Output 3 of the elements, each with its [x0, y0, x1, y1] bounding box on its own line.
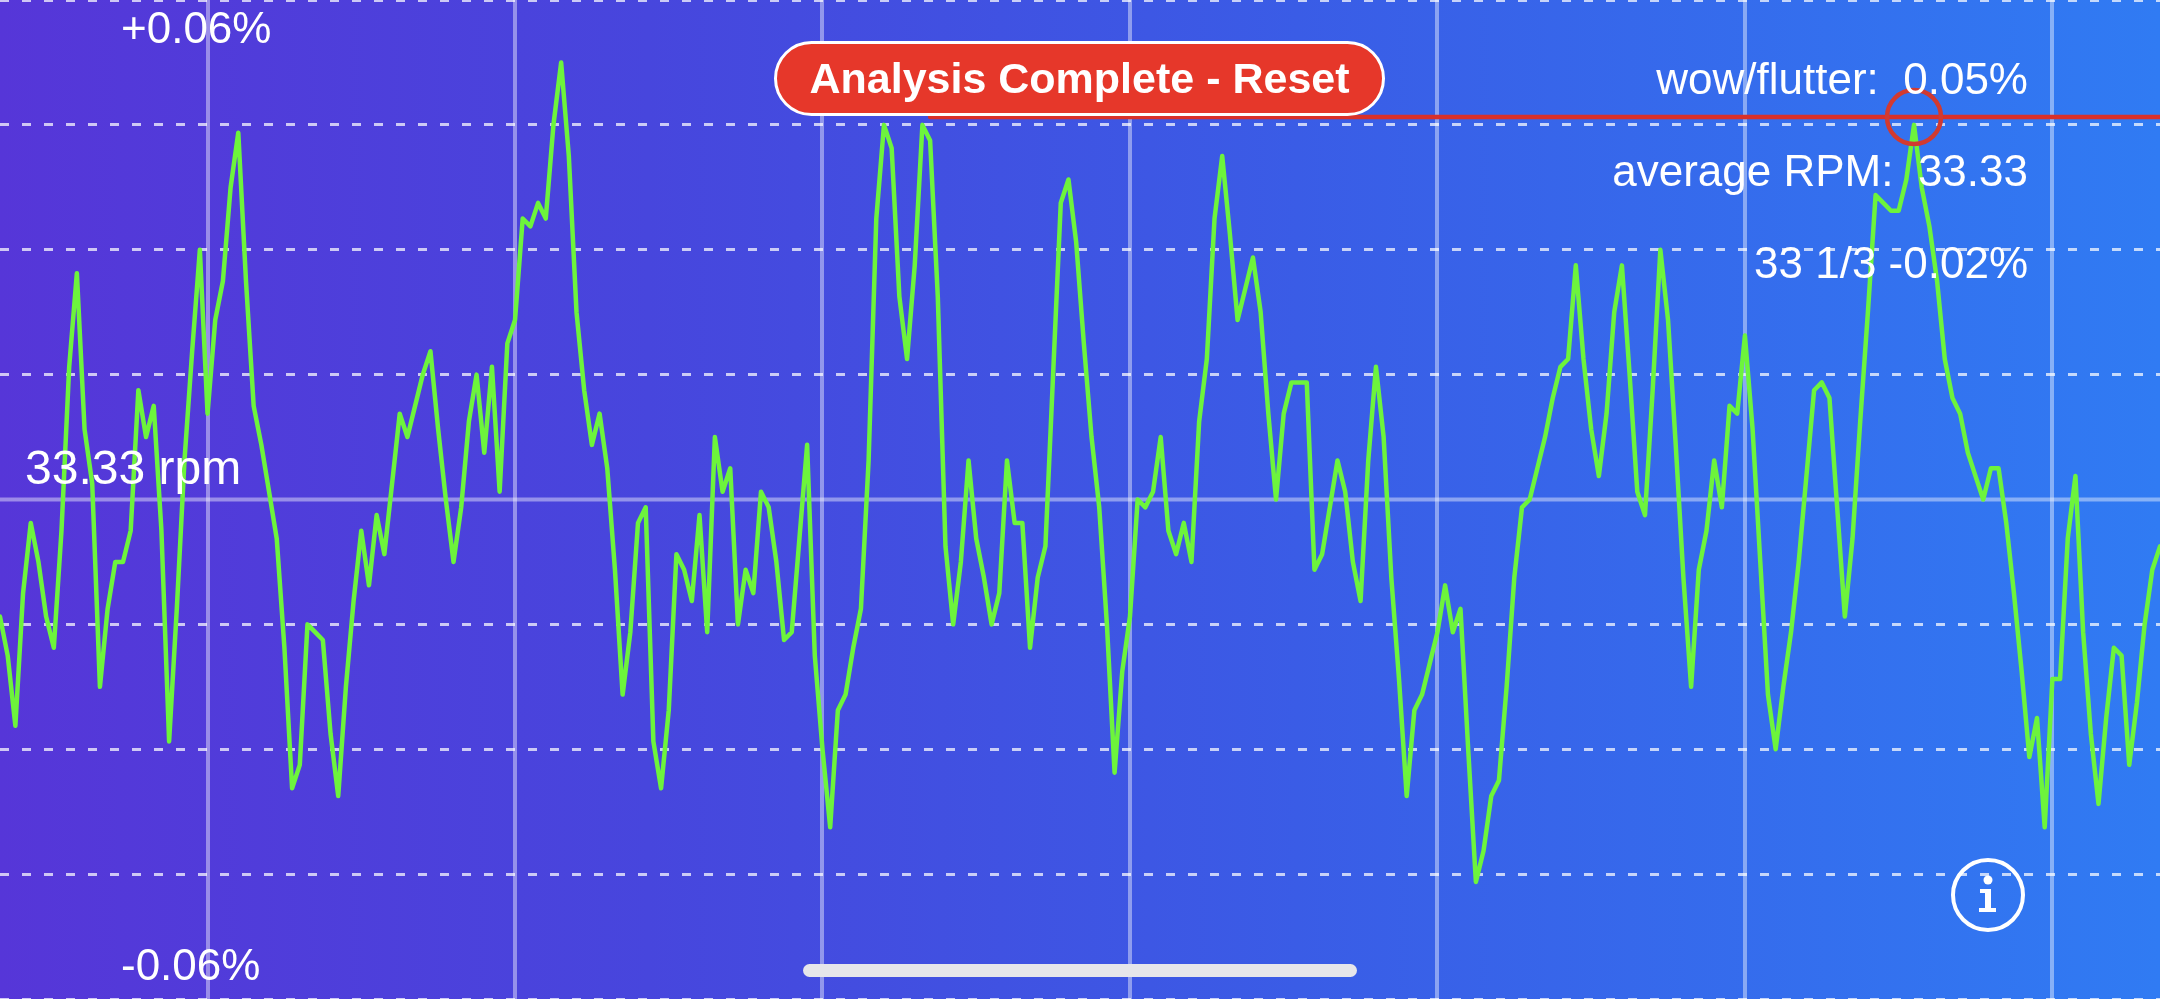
y-tick-label: -0.06% [121, 939, 261, 989]
annotation: wow/flutter: 0.05% [1656, 54, 2028, 104]
y-tick-label: +0.06% [121, 3, 272, 53]
